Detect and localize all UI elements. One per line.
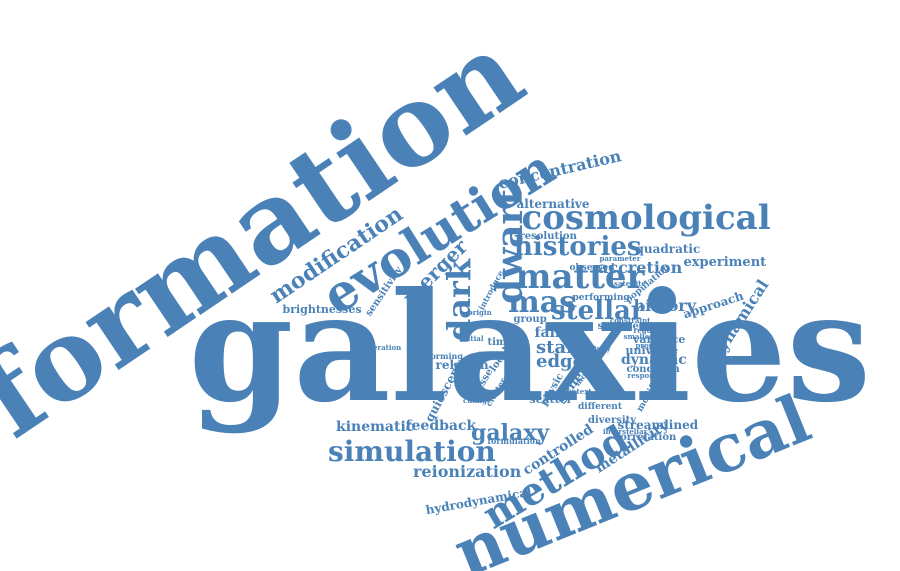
word-cosmological: cosmological xyxy=(521,198,771,238)
word-properties: properties xyxy=(635,340,677,350)
word-experiment: experiment xyxy=(683,254,767,270)
word-galaxies: galaxies xyxy=(188,260,872,436)
word-dynamic: dynamic xyxy=(621,352,687,368)
word-edge: edge xyxy=(536,351,585,372)
word-variance: variance xyxy=(633,332,686,346)
word-kinematic: kinematic xyxy=(336,419,415,435)
word-response: response xyxy=(627,370,663,380)
word-universe: universe xyxy=(625,343,679,357)
word-accretion: accretion xyxy=(598,258,683,277)
word-generation: generation xyxy=(358,342,402,352)
word-smallest: smallest xyxy=(623,331,657,341)
word-matter: matter xyxy=(515,257,645,297)
word-forming: forming xyxy=(427,351,463,361)
word-context: context xyxy=(562,386,592,396)
word-constraint: constraint xyxy=(610,315,651,325)
word-streamlined: streamlined xyxy=(617,418,699,432)
word-surface: surface xyxy=(597,321,639,332)
word-satellite: satellite xyxy=(614,278,646,288)
word-group: group xyxy=(513,314,547,325)
word-origin: origin xyxy=(468,307,492,317)
word-time: time xyxy=(487,337,513,348)
word-diversity: diversity xyxy=(588,415,637,426)
word-initial: initial xyxy=(460,333,484,343)
word-brightnesses: brightnesses xyxy=(282,302,362,316)
word-condition: condition xyxy=(626,364,680,375)
word-study: study xyxy=(589,343,611,353)
word-critical: critical xyxy=(469,350,501,360)
word-star: star xyxy=(536,337,576,358)
word-correlation: correlation xyxy=(614,432,677,443)
word-relation: relation xyxy=(435,358,489,372)
word-galaxy: galaxy xyxy=(471,420,550,446)
word-interstellar: interstellar xyxy=(603,426,648,436)
word-alternative: alternative xyxy=(516,197,590,211)
word-histories: histories xyxy=(514,232,642,262)
word-different: different xyxy=(578,401,622,412)
word-formulation: formulation xyxy=(487,436,541,446)
word-change: change xyxy=(463,395,492,405)
word-feedback: feedback xyxy=(405,418,477,434)
word-parameter: parameter xyxy=(599,253,641,263)
word-history: history xyxy=(633,296,697,315)
word-stellar: stellar xyxy=(551,296,645,326)
word-mas: mas xyxy=(508,285,577,320)
word-reionization: reionization xyxy=(413,462,522,481)
word-faint: faint xyxy=(534,325,572,341)
word-performing: performing xyxy=(572,292,630,303)
word-regulation: regulation xyxy=(633,325,675,335)
word-observed: observed xyxy=(569,262,615,273)
word-simulation: simulation xyxy=(328,435,496,468)
word-quadratic: quadratic xyxy=(635,242,701,256)
word-scatter: scatter xyxy=(529,392,573,406)
word-resolution: resolution xyxy=(519,231,577,242)
